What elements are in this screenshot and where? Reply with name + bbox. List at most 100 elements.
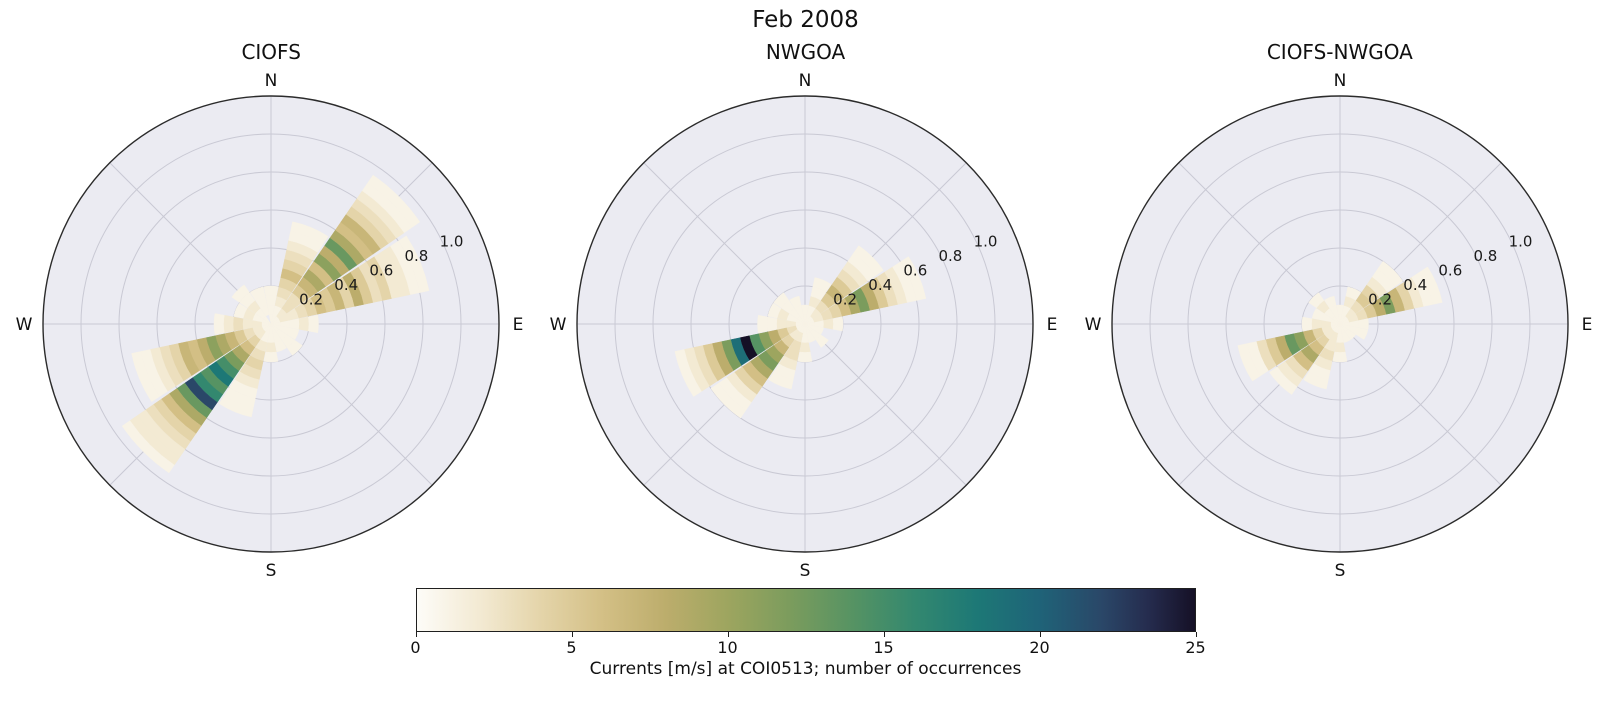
compass-label-n: N (265, 71, 278, 91)
petal-segment (900, 256, 927, 301)
compass-label-s: S (1334, 561, 1345, 581)
petal-segment (789, 295, 802, 309)
petal-segment (1419, 266, 1443, 305)
petal-segment (833, 316, 844, 332)
radial-tick-label: 0.4 (869, 276, 893, 294)
petal-segment (1358, 318, 1369, 330)
colorbar-tickmark (1195, 632, 1197, 637)
radial-tick-label: 0.6 (370, 261, 394, 279)
colorbar-tick-label: 25 (1185, 638, 1206, 657)
rose-chart-ciofs-nwgoa: 0.2 0.4 0.6 0.8 1.0 N E S W (1084, 71, 1592, 581)
rose-chart-ciofs: 0.2 0.4 0.6 0.8 1.0 N E S W (16, 71, 524, 581)
colorbar-tick-label: 20 (1029, 638, 1050, 657)
rose-chart-nwgoa: 0.2 0.4 0.6 0.8 1.0 N E S W (550, 71, 1058, 581)
radial-tick-label: 0.4 (1403, 276, 1427, 294)
subplot-nwgoa: NWGOA 0.2 0.4 0.6 0.8 1.0 N E S W (538, 40, 1072, 584)
petal-segment (675, 349, 703, 397)
petal-segment (853, 245, 885, 277)
radial-tick-label: 0.2 (1368, 290, 1392, 308)
petal-segment (1377, 260, 1403, 287)
colorbar-box: 0 5 10 15 20 25 (410, 588, 1206, 659)
radial-tick-label: 1.0 (440, 232, 464, 250)
petal-segment (768, 302, 782, 319)
petal-segment (263, 351, 279, 363)
petal-segment (298, 316, 310, 332)
petal-segment (1345, 286, 1361, 301)
petal-segment (250, 286, 266, 301)
petal-segment (290, 221, 329, 245)
colorbar-tick-label: 0 (410, 638, 421, 657)
radial-tick-label: 0.4 (334, 276, 358, 294)
compass-label-s: S (800, 561, 811, 581)
petal-segment (265, 295, 277, 306)
polar-spine (42, 95, 500, 553)
compass-label-w: W (16, 315, 33, 335)
petal-segment (1237, 343, 1261, 382)
colorbar-tick-label: 5 (566, 638, 577, 657)
petal-segment (265, 342, 277, 353)
radial-tick-label: 0.6 (1438, 261, 1462, 279)
compass-label-w: W (550, 315, 567, 335)
petal-segment (767, 316, 778, 332)
petal-segment (1323, 295, 1337, 309)
petal-segment (213, 313, 225, 335)
petal-segment (1308, 292, 1325, 309)
petal-segment (1334, 342, 1346, 353)
petal-segment (1303, 371, 1329, 390)
petal-segment (367, 174, 421, 228)
grid-spoke (805, 323, 968, 486)
petal-segment (1311, 318, 1322, 330)
compass-label-s: S (266, 561, 277, 581)
compass-label-e: E (1047, 315, 1058, 335)
colorbar-tickmark (883, 632, 885, 637)
rose-row: CIOFS 0.2 0.4 0.6 0.8 1.0 N E S W NWGOA 0.2 0.4 0.… (0, 40, 1611, 584)
petal-segment (798, 351, 813, 363)
radial-tick-label: 0.8 (405, 247, 429, 265)
petal-segment (289, 318, 300, 330)
petal-segment (776, 318, 788, 330)
petal-segment (223, 314, 235, 334)
petal-segment (263, 285, 279, 297)
petal-segment (242, 318, 253, 330)
compass-label-w: W (1084, 315, 1101, 335)
petal-segment (233, 302, 248, 319)
petal-segment (773, 292, 790, 309)
petal-segment (1332, 351, 1348, 363)
petal-segment (121, 420, 175, 474)
radial-tick-label: 0.8 (1473, 247, 1497, 265)
petal-segment (823, 318, 835, 330)
colorbar-tickmark (727, 632, 729, 637)
colorbar-tickmark (571, 632, 573, 637)
petal-segment (1268, 366, 1298, 395)
subplot-ciofs: CIOFS 0.2 0.4 0.6 0.8 1.0 N E S W (4, 40, 538, 584)
compass-label-e: E (513, 315, 524, 335)
subplot-title-ciofs: CIOFS (241, 40, 301, 64)
compass-label-n: N (799, 71, 812, 91)
petal-segment (286, 339, 303, 356)
petal-segment (286, 327, 300, 340)
petal-segment (813, 277, 832, 293)
subplot-title-nwgoa: NWGOA (765, 40, 846, 64)
petal-segment (218, 395, 254, 418)
grid-spoke (1339, 323, 1502, 486)
petal-segment (757, 314, 769, 334)
petal-segment (232, 316, 244, 332)
petal-segment (1301, 316, 1313, 332)
colorbar-area: 0 5 10 15 20 25 Currents [m/s] at COI0513; nu… (0, 588, 1611, 679)
compass-label-n: N (1333, 71, 1346, 91)
radial-tick-label: 1.0 (1508, 232, 1532, 250)
radial-tick-label: 0.2 (299, 290, 323, 308)
petal-segment (815, 334, 830, 348)
colorbar-ticks: 0 5 10 15 20 25 (410, 632, 1206, 659)
petal-segment (308, 314, 319, 334)
polar-spine (576, 95, 1035, 553)
radial-tick-label: 1.0 (974, 232, 998, 250)
petal-segment (274, 339, 288, 353)
petal-segment (1355, 327, 1368, 340)
petal-segment (231, 284, 251, 303)
colorbar-tickmark (415, 632, 417, 637)
subplot-ciofs-nwgoa: CIOFS-NWGOA 0.2 0.4 0.6 0.8 1.0 N E S W (1073, 40, 1607, 584)
colorbar-tick-label: 10 (717, 638, 738, 657)
colorbar-tick-label: 15 (873, 638, 894, 657)
